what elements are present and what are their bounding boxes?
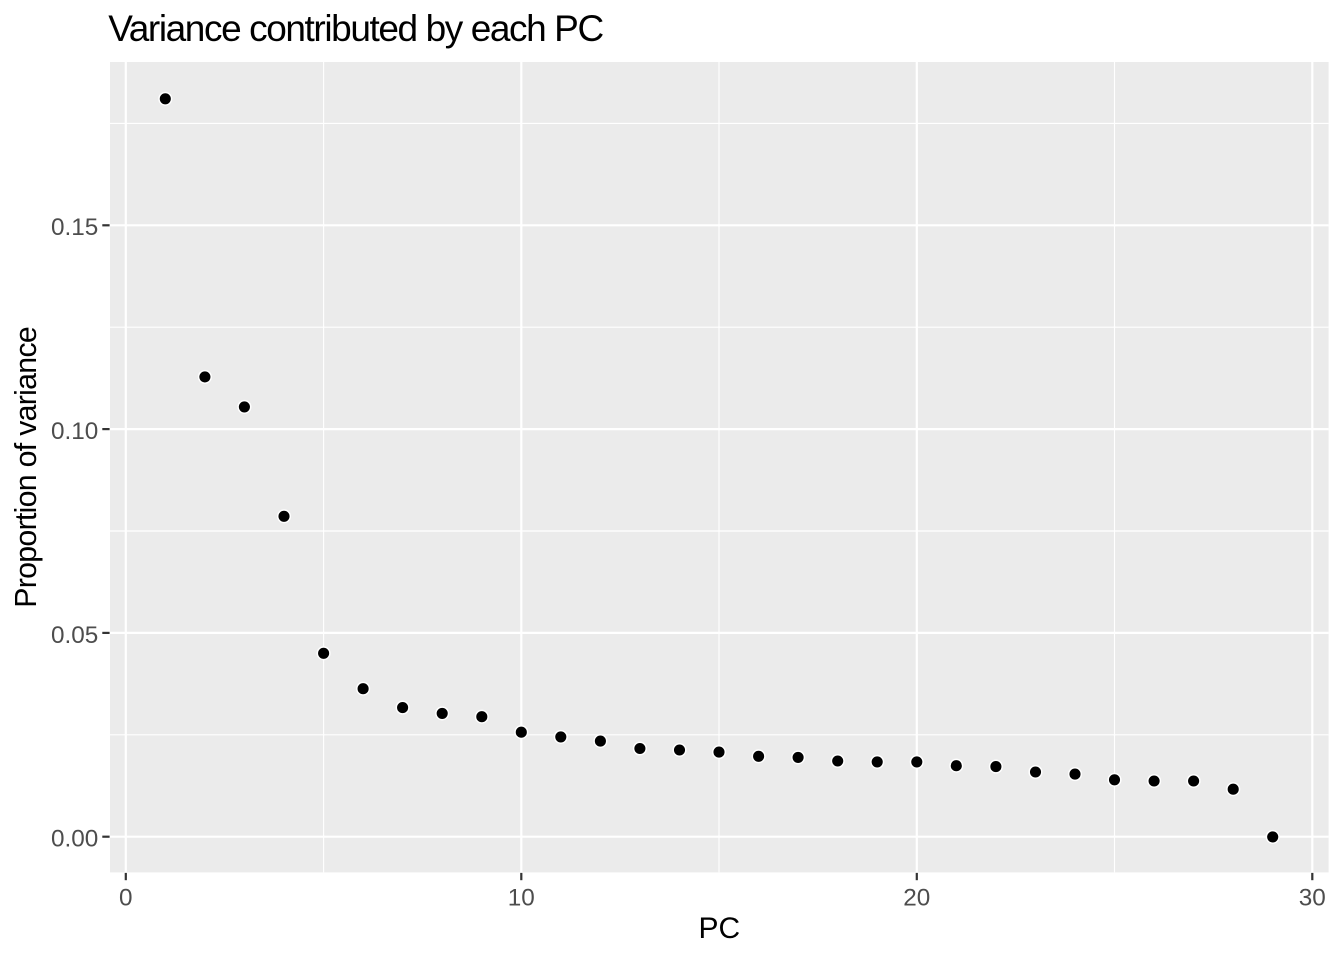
svg-text:0.05: 0.05 bbox=[51, 622, 98, 649]
svg-text:Variance contributed by each P: Variance contributed by each PC bbox=[108, 8, 604, 49]
svg-text:0.15: 0.15 bbox=[51, 214, 98, 241]
svg-text:20: 20 bbox=[903, 885, 930, 912]
svg-text:0: 0 bbox=[119, 885, 133, 912]
svg-text:PC: PC bbox=[698, 912, 740, 945]
svg-text:30: 30 bbox=[1299, 885, 1326, 912]
svg-text:10: 10 bbox=[508, 885, 535, 912]
svg-text:0.00: 0.00 bbox=[51, 826, 98, 853]
svg-text:0.10: 0.10 bbox=[51, 418, 98, 445]
svg-text:Proportion of variance: Proportion of variance bbox=[10, 326, 43, 608]
